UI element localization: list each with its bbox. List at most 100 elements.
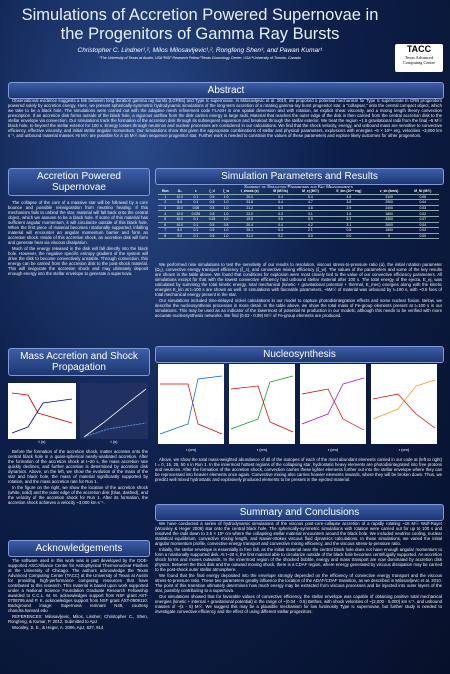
affiliations: ¹The University of Texas at Austin, USA … bbox=[99, 56, 301, 60]
table-cell: 0.07 bbox=[406, 216, 439, 223]
paragraph: Above, we show the total mass-weighted a… bbox=[155, 457, 442, 482]
table-wrap: Summary of Simulation Parameters and Key… bbox=[158, 184, 439, 240]
axis-label: r (cm) bbox=[328, 447, 339, 452]
table-cell: 1.0 bbox=[219, 210, 233, 217]
table-cell: 21.2 bbox=[232, 205, 267, 212]
section-heading: Acknowledgements bbox=[8, 540, 150, 557]
logo-box: TACC Texas Advanced Computing Center bbox=[395, 44, 443, 72]
table-cell: 4.6 bbox=[326, 194, 372, 201]
table-cell: 3.1 bbox=[294, 210, 327, 217]
table-cell: 0.5 bbox=[204, 210, 220, 217]
table-cell: 0.5 bbox=[204, 199, 220, 206]
column-header: M_Ni (M☉) bbox=[406, 189, 439, 195]
table-cell: 0.0 bbox=[326, 233, 372, 240]
panel bbox=[80, 383, 148, 439]
table-cell: 0.3 bbox=[266, 227, 295, 234]
paragraph: Our simulations included time-delayed ni… bbox=[155, 298, 442, 318]
section-heading: Accretion Powered Supernovae bbox=[8, 168, 150, 196]
table-cell: 0.1 bbox=[187, 199, 205, 206]
table-cell: 0.5 bbox=[219, 222, 233, 229]
table-cell: 1.6 bbox=[326, 210, 372, 217]
column-header: ξ_d bbox=[204, 189, 220, 195]
table-cell: 2.9 bbox=[326, 205, 372, 212]
table-cell: 10.0 bbox=[172, 216, 188, 223]
table-cell: 3 bbox=[158, 205, 173, 212]
table-cell: 1.0 bbox=[219, 233, 233, 240]
paragraph: Our simulations showed that for favorabl… bbox=[155, 594, 442, 614]
table-row: 7 8.0 0.1 0.5 1.0 25.1 0.3 2.1 0.8 1500 0.02 bbox=[158, 227, 439, 234]
table-cell: 0 bbox=[371, 233, 407, 240]
table-row: 4 10.0 0.025 0.5 1.0 22.0 0.3 3.1 1.6 1800 0.02 bbox=[158, 210, 439, 217]
column-header: M_ej (M☉) bbox=[294, 189, 327, 195]
table-cell: 0.1 bbox=[187, 227, 205, 234]
panel bbox=[371, 364, 437, 444]
section-heading: Abstract bbox=[8, 82, 444, 99]
table-cell: 10.0 bbox=[172, 194, 188, 201]
table-cell: 0.1 bbox=[187, 233, 205, 240]
table-cell: 1.0 bbox=[219, 227, 233, 234]
table-cell: 2400 bbox=[371, 205, 407, 212]
panel bbox=[158, 364, 224, 444]
table-cell: 0.00 bbox=[406, 233, 439, 240]
table-cell: 5.0 bbox=[172, 233, 188, 240]
section-body: We performed nine simulations to test th… bbox=[155, 262, 442, 319]
axis-label: t (s) bbox=[111, 439, 119, 444]
table-cell: 7 bbox=[158, 227, 173, 234]
column-header: t_shock (s) bbox=[232, 189, 267, 195]
table-cell: 1.0 bbox=[219, 199, 233, 206]
table-cell: 20.4 bbox=[232, 222, 267, 229]
table-cell: 2 bbox=[158, 199, 173, 206]
paragraph: In the figure on the right, we show the … bbox=[8, 485, 148, 505]
table-cell: 0.02 bbox=[406, 210, 439, 217]
table-cell: 0.04 bbox=[406, 199, 439, 206]
table-cell: 0.5 bbox=[204, 227, 220, 234]
table-cell: 5.9 bbox=[294, 216, 327, 223]
table-cell: 4.7 bbox=[294, 199, 327, 206]
figure: r (cm) r (cm) r (cm) r (cm) bbox=[158, 364, 439, 454]
paragraph: REFERENCES: Milosavljevic, Milos, Lindne… bbox=[8, 614, 148, 624]
column-header: ξ_w bbox=[219, 189, 233, 195]
column-header: Run bbox=[158, 189, 173, 195]
paragraph: Woosley, S. E., & Heger, A. 2006, ApJ, 6… bbox=[12, 625, 104, 630]
authors: Christopher C. Lindner¹,², Milos Milosav… bbox=[77, 47, 323, 54]
table-cell: 0.0 bbox=[294, 233, 327, 240]
table-row: 1 10.0 0.1 0.5 1.0 20.0 0.4 5.4 4.6 3100 0.06 bbox=[158, 194, 439, 201]
axis-label: r (cm) bbox=[399, 447, 410, 452]
table-cell: 0.3 bbox=[266, 210, 295, 217]
title: Simulations of Accretion Powered Superno… bbox=[21, 6, 379, 43]
table-cell: 0.04 bbox=[406, 222, 439, 229]
table-cell: 0.1 bbox=[187, 194, 205, 201]
column-header: E_kin (10⁵¹ erg) bbox=[326, 189, 372, 195]
section-heading: Nucleosynthesis bbox=[155, 346, 444, 363]
table-cell: 1.0 bbox=[219, 194, 233, 201]
table-row: 2 8.5 0.1 0.5 1.0 23.6 0.4 4.7 3.8 2900 0.04 bbox=[158, 199, 439, 206]
table-cell: 0.8 bbox=[326, 227, 372, 234]
section-body: The collapse of the core of a massive st… bbox=[8, 200, 148, 277]
paragraph: We found that the final energy deposited… bbox=[155, 573, 442, 593]
table-cell: 0.05 bbox=[187, 205, 205, 212]
paragraph: We performed nine simulations to test th… bbox=[155, 262, 442, 297]
table-cell: 3100 bbox=[371, 194, 407, 201]
panels bbox=[158, 364, 437, 444]
paragraph: Much of the energy released in the disk … bbox=[8, 246, 148, 276]
table-cell: 0.2 bbox=[266, 233, 295, 240]
table-cell: 19.8 bbox=[232, 216, 267, 223]
table-cell: 1500 bbox=[371, 227, 407, 234]
panel bbox=[229, 364, 295, 444]
table-cell: 6 bbox=[158, 222, 173, 229]
column-header: ε bbox=[187, 189, 205, 195]
table-cell: 0.4 bbox=[266, 222, 295, 229]
table: Run Ω₀ ε ξ_d ξ_w t_shock (s) Ṁ (M☉/s) M_ej (M☉)… bbox=[158, 189, 439, 240]
table-cell: 0.03 bbox=[406, 205, 439, 212]
table-cell: 3300 bbox=[371, 216, 407, 223]
table-row: 5 10.0 0.1 0.25 1.0 19.8 0.5 5.9 5.2 3300 0.07 bbox=[158, 216, 439, 223]
table-cell: 3.8 bbox=[326, 199, 372, 206]
table-cell: 0.5 bbox=[204, 205, 220, 212]
logo-sub: Texas Advanced Computing Center bbox=[403, 55, 435, 65]
table-cell: 25.1 bbox=[232, 227, 267, 234]
table-cell: 4.8 bbox=[294, 205, 327, 212]
table-cell: 8 bbox=[158, 233, 173, 240]
table-cell: 8.5 bbox=[172, 199, 188, 206]
table-cell: 2900 bbox=[371, 199, 407, 206]
paragraph: The software used in this work was in pa… bbox=[8, 558, 148, 613]
